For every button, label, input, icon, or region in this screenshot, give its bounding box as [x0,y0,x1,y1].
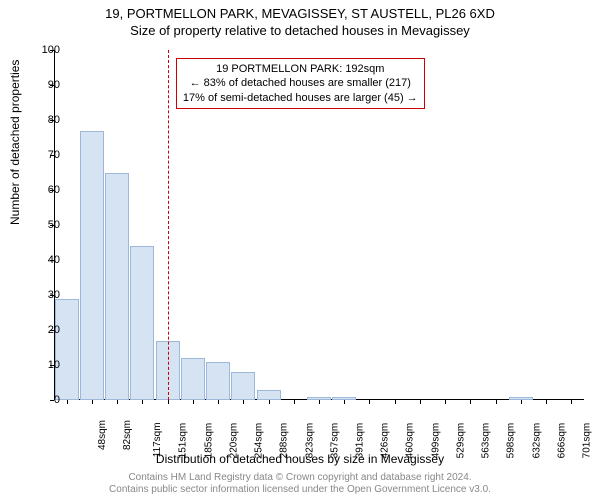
bar [105,173,129,401]
bar [80,131,104,401]
footer-line-2: Contains public sector information licen… [0,484,600,496]
title-sub: Size of property relative to detached ho… [0,21,600,38]
y-tick-label: 0 [30,394,60,406]
footer: Contains HM Land Registry data © Crown c… [0,472,600,496]
info-line-1: 19 PORTMELLON PARK: 192sqm [183,62,418,76]
footer-line-1: Contains HM Land Registry data © Crown c… [0,472,600,484]
plot-area: 19 PORTMELLON PARK: 192sqm ← 83% of deta… [54,50,584,400]
info-line-2: ← 83% of detached houses are smaller (21… [183,76,418,90]
y-tick [50,155,54,156]
y-tick-label: 40 [30,254,60,266]
y-tick-label: 60 [30,184,60,196]
x-tick [344,400,345,404]
x-tick [294,400,295,404]
bar [206,362,230,401]
x-tick [92,400,93,404]
x-tick [369,400,370,404]
x-tick-label: 323sqm [304,423,315,459]
y-tick-label: 100 [30,44,60,56]
x-tick-label: 185sqm [203,423,214,459]
x-tick-label: 460sqm [405,423,416,459]
x-tick-label: 254sqm [254,423,265,459]
y-tick [50,85,54,86]
bar [231,372,255,400]
x-tick-label: 117sqm [152,422,163,457]
chart-container: 19, PORTMELLON PARK, MEVAGISSEY, ST AUST… [0,0,600,500]
y-tick-label: 30 [30,289,60,301]
y-tick [50,330,54,331]
bar [55,299,79,401]
title-main: 19, PORTMELLON PARK, MEVAGISSEY, ST AUST… [0,0,600,21]
x-tick-label: 288sqm [279,423,290,459]
y-tick-label: 80 [30,114,60,126]
y-tick [50,190,54,191]
x-tick-label: 499sqm [430,423,441,459]
x-tick [445,400,446,404]
y-tick-label: 50 [30,219,60,231]
x-tick-label: 666sqm [556,423,567,459]
y-tick [50,260,54,261]
y-tick [50,120,54,121]
x-tick [67,400,68,404]
y-tick [50,365,54,366]
x-tick [142,400,143,404]
bar [130,246,154,400]
x-tick-label: 391sqm [355,423,366,459]
x-tick-label: 426sqm [380,423,391,459]
x-tick-label: 82sqm [122,420,133,450]
y-tick [50,295,54,296]
x-tick [117,400,118,404]
bar [257,390,281,401]
y-tick-label: 90 [30,79,60,91]
marker-line [168,50,169,400]
x-tick-label: 563sqm [481,423,492,459]
x-tick [243,400,244,404]
x-tick-label: 598sqm [506,423,517,459]
y-axis-label: Number of detached properties [8,60,22,225]
y-tick [50,50,54,51]
x-tick [218,400,219,404]
x-tick-label: 632sqm [531,423,542,459]
info-line-3: 17% of semi-detached houses are larger (… [183,91,418,105]
x-tick [269,400,270,404]
x-tick [168,400,169,404]
x-tick [470,400,471,404]
x-tick-label: 701sqm [582,423,593,459]
x-tick-label: 357sqm [329,423,340,459]
info-box: 19 PORTMELLON PARK: 192sqm ← 83% of deta… [176,58,425,109]
x-tick [571,400,572,404]
x-tick [395,400,396,404]
y-tick-label: 20 [30,324,60,336]
y-tick-label: 70 [30,149,60,161]
x-tick-label: 529sqm [456,423,467,459]
x-tick [193,400,194,404]
y-tick-label: 10 [30,359,60,371]
x-tick [420,400,421,404]
x-tick [496,400,497,404]
x-tick [521,400,522,404]
y-tick [50,225,54,226]
x-tick-label: 48sqm [97,420,108,450]
x-tick [319,400,320,404]
x-tick-label: 151sqm [178,423,189,459]
x-tick [546,400,547,404]
y-tick [50,400,54,401]
x-tick-label: 220sqm [228,423,239,459]
bar [181,358,205,400]
